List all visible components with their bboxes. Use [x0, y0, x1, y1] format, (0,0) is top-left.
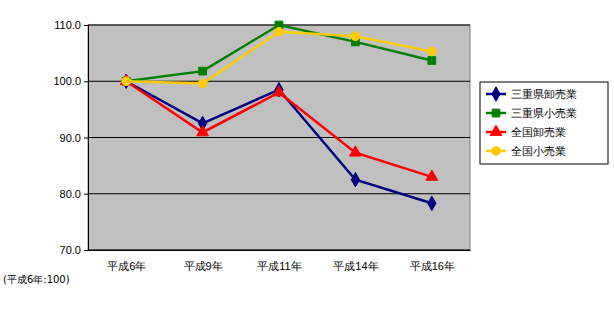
y-tick: 90.0: [60, 132, 88, 144]
x-tick-label: 平成6年: [107, 260, 146, 272]
legend-label: 三重県卸売業: [511, 88, 577, 101]
legend-swatch-marker: [492, 87, 500, 101]
note: (平成6年:100): [3, 274, 70, 285]
x-tick: 平成9年: [184, 250, 223, 272]
series-marker: [426, 170, 438, 180]
chart: 70.0 80.0 90.0 100.0 110.0 平成6年 平成9年 平成11年 平成14年…: [0, 0, 614, 325]
grid-line: [88, 137, 470, 138]
x-tick-label: 平成9年: [184, 260, 223, 272]
series-marker: [122, 77, 131, 86]
y-tick-mark: [84, 194, 88, 195]
series-marker: [273, 86, 285, 96]
x-axis: 平成6年 平成9年 平成11年 平成14年 平成16年: [89, 250, 471, 272]
series-marker: [275, 27, 284, 36]
y-tick-mark: [84, 138, 88, 139]
x-tick: 平成14年: [333, 250, 378, 272]
y-tick-mark: [84, 25, 88, 26]
legend-swatch-marker: [492, 109, 500, 117]
series-marker: [199, 67, 207, 75]
series-marker: [122, 77, 130, 85]
legend-item: 三重県卸売業: [486, 87, 577, 101]
y-tick-label: 70.0: [60, 244, 81, 256]
legend-swatch-marker: [492, 147, 501, 156]
y-tick-label: 100.0: [53, 75, 81, 87]
y-tick-mark: [84, 250, 88, 251]
series-marker: [351, 32, 360, 41]
y-tick: 100.0: [53, 75, 88, 87]
x-tick: 平成11年: [257, 250, 301, 272]
series-marker: [197, 126, 209, 136]
y-tick-label: 110.0: [54, 19, 81, 31]
legend-label: 全国小売業: [511, 145, 566, 158]
legend-swatch-marker: [490, 125, 502, 135]
series-marker: [351, 172, 359, 186]
legend-item: 全国卸売業: [486, 125, 566, 139]
legend-label: 三重県小売業: [511, 107, 577, 120]
plot: 70.0 80.0 90.0 100.0 110.0 平成6年 平成9年 平成11年 平成14年…: [53, 19, 470, 272]
x-axis-line: [89, 250, 471, 251]
series-marker: [427, 47, 436, 56]
y-tick-label: 80.0: [60, 188, 81, 200]
grid-line: [88, 193, 470, 194]
series-line: [126, 32, 432, 84]
y-tick-mark: [84, 81, 88, 82]
x-tick: 平成6年: [107, 250, 146, 272]
y-tick: 80.0: [60, 188, 88, 200]
series-marker: [428, 57, 436, 65]
x-tick-label: 平成16年: [410, 260, 455, 272]
series-line: [126, 81, 432, 203]
legend: 三重県卸売業三重県小売業全国卸売業全国小売業: [480, 82, 608, 164]
series-marker: [120, 74, 132, 84]
y-tick-label: 90.0: [60, 132, 81, 144]
x-tick-label: 平成14年: [333, 260, 378, 272]
series-marker: [350, 146, 362, 156]
series-group: [120, 21, 437, 210]
y-tick: 70.0: [60, 244, 88, 256]
y-axis-line: [84, 26, 89, 251]
x-tick: 平成16年: [410, 250, 455, 272]
legend-box: [480, 82, 608, 164]
x-tick-label: 平成11年: [257, 260, 301, 272]
y-axis: 70.0 80.0 90.0 100.0 110.0: [53, 19, 88, 256]
series-marker: [428, 196, 436, 210]
grid: [88, 25, 470, 250]
series-marker: [198, 79, 207, 88]
plot-background: [88, 25, 470, 250]
series-line: [126, 81, 432, 177]
legend-item: 全国小売業: [486, 145, 566, 158]
grid-line: [88, 250, 470, 251]
legend-label: 全国卸売業: [511, 126, 566, 139]
series-line: [126, 25, 432, 81]
y-tick: 110.0: [54, 19, 88, 31]
legend-item: 三重県小売業: [486, 107, 577, 120]
